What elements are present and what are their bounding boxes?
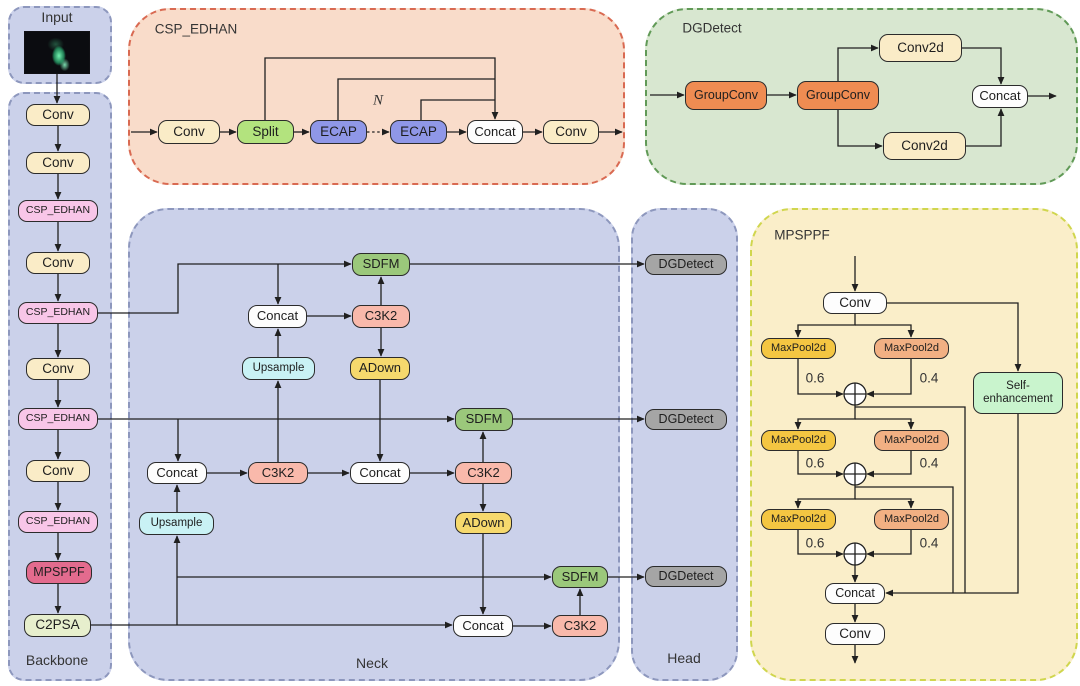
mpsppf-maxpool-1r: MaxPool2d [874,338,949,359]
cspedhan-conv-in: Conv [158,120,220,144]
connector-line [855,406,966,593]
connector-line [797,451,844,478]
backbone-conv-1: Conv [26,104,90,126]
neck-upsample-2: Upsample [139,512,214,535]
neck-c3k2-p3: C3K2 [352,305,410,328]
connector-line [794,405,856,430]
head-dgdetect-2: DGDetect [645,409,727,430]
mpsppf-concat: Concat [825,583,885,604]
dgdetect-panel-title: DGDetect [682,20,742,36]
weight-label-2l: 0.6 [805,455,825,471]
mpsppf-maxpool-3r: MaxPool2d [874,509,949,530]
cspedhan-concat: Concat [467,120,523,144]
mpsppf-conv-in: Conv [823,292,887,314]
connector-line [855,486,954,593]
backbone-conv-5: Conv [26,460,90,482]
mpsppf-panel-title: MPSPPF [774,227,830,243]
backbone-conv-2: Conv [26,152,90,174]
connector-line [887,302,1022,372]
connector-line [866,451,912,478]
neck-sdfm-p5: SDFM [552,566,608,588]
backbone-c2psa: C2PSA [24,614,91,637]
mpsppf-add-3-add-icon [843,542,867,566]
connector-line [98,260,352,314]
neck-concat-1: Concat [147,462,207,484]
neck-concat-p3: Concat [248,305,307,328]
input-panel-label: Input [41,9,73,25]
neck-adown-1: ADown [350,357,410,380]
mpsppf-self-enhancement: Self- enhancement [973,372,1063,414]
connector-line [966,108,1005,147]
connector-line [797,359,844,398]
input-image [24,31,90,74]
neck-concat-2: Concat [350,462,410,484]
backbone-csp-edhan-3: CSP_EDHAN [18,408,98,430]
connector-line [337,78,495,120]
weight-label-3r: 0.4 [919,535,939,551]
cspedhan-ecap-2: ECAP [390,120,447,144]
connector-line [794,314,856,338]
connector-line [855,324,915,338]
connector-line [855,498,915,509]
neck-panel [128,208,620,681]
head-panel-label: Head [667,650,701,666]
neck-adown-2: ADown [455,512,512,534]
backbone-mpsppf: MPSPPF [26,561,92,584]
mpsppf-maxpool-1l: MaxPool2d [761,338,836,359]
weight-label-3l: 0.6 [805,535,825,551]
csp-edhan-panel [128,8,625,185]
neck-concat-3: Concat [453,615,513,637]
connector-line [866,359,912,398]
csp-edhan-panel-title: CSP_EDHAN [154,21,238,37]
head-panel [631,208,738,681]
connector-line [855,418,915,430]
connector-line [794,485,856,509]
dgdetect-concat: Concat [972,85,1028,108]
backbone-csp-edhan-4: CSP_EDHAN [18,511,98,533]
connector-line [885,414,1019,597]
cspedhan-conv-out: Conv [543,120,599,144]
repeat-count-label: N [372,92,384,109]
neck-sdfm-p3: SDFM [352,253,410,276]
weight-label-1l: 0.6 [805,370,825,386]
mpsppf-add-2-add-icon [843,462,867,486]
mpsppf-maxpool-3l: MaxPool2d [761,509,836,530]
mpsppf-maxpool-2l: MaxPool2d [761,430,836,451]
dgdetect-conv2d-top: Conv2d [879,34,962,62]
neck-c3k2-t1: C3K2 [248,462,308,484]
connector-line [420,99,495,120]
cspedhan-split: Split [237,120,294,144]
neck-sdfm-p4: SDFM [455,408,513,431]
connector-line [797,530,844,558]
neck-c3k2-p5: C3K2 [552,615,608,637]
connector-line [837,110,883,150]
backbone-conv-3: Conv [26,252,90,274]
connector-line [837,44,879,81]
weight-label-1r: 0.4 [919,370,939,386]
weight-label-2r: 0.4 [919,455,939,471]
mpsppf-maxpool-2r: MaxPool2d [874,430,949,451]
connector-line [866,530,912,558]
connector-line [264,57,499,120]
connector-line [962,47,1005,85]
neck-panel-label: Neck [356,655,388,671]
dgdetect-groupconv-2: GroupConv [797,81,879,110]
neck-upsample-1: Upsample [242,357,315,380]
mpsppf-conv-out: Conv [825,623,885,645]
backbone-csp-edhan-1: CSP_EDHAN [18,200,98,222]
cspedhan-ecap-1: ECAP [310,120,367,144]
backbone-conv-4: Conv [26,358,90,380]
backbone-csp-edhan-2: CSP_EDHAN [18,302,98,324]
neck-c3k2-p4: C3K2 [455,462,512,484]
dgdetect-groupconv-1: GroupConv [685,81,767,110]
backbone-panel-label: Backbone [25,652,89,668]
head-dgdetect-1: DGDetect [645,254,727,275]
head-dgdetect-3: DGDetect [645,566,727,587]
mpsppf-add-1-add-icon [843,382,867,406]
dgdetect-conv2d-bottom: Conv2d [883,132,966,160]
